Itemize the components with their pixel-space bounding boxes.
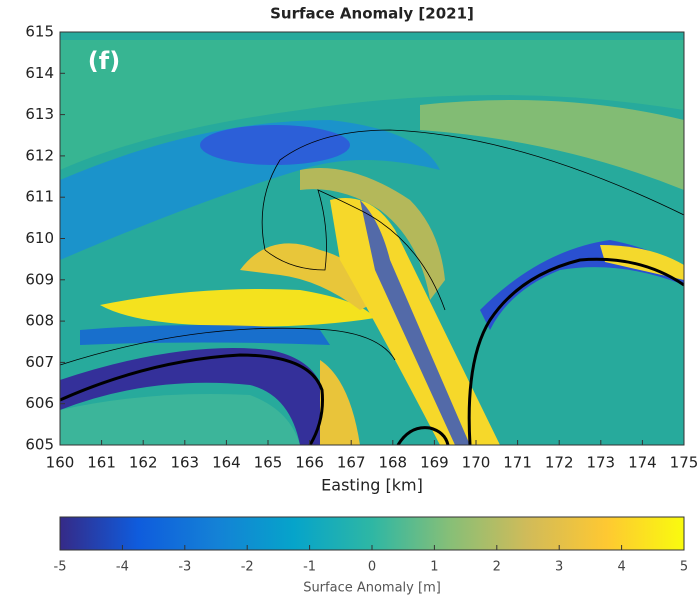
panel-label: (f) (88, 47, 120, 75)
contour (261, 129, 684, 251)
field-shape (80, 325, 330, 345)
x-tick-label: 161 (87, 454, 116, 472)
x-tick-label: 160 (46, 454, 75, 472)
x-tick-label: 167 (337, 454, 366, 472)
y-tick-label: 606 (25, 394, 54, 412)
field-shape (240, 243, 380, 310)
chart-title: Surface Anomaly [2021] (270, 5, 474, 23)
x-tick-label: 171 (503, 454, 532, 472)
colorbar-tick-label: -2 (241, 560, 254, 575)
y-tick-label: 609 (25, 270, 54, 288)
field-shape (60, 348, 325, 445)
y-tick-label: 611 (25, 188, 54, 206)
colorbar-tick-label: 3 (555, 560, 563, 575)
field-shape (60, 40, 684, 170)
field-shape (100, 289, 375, 327)
field-shape (300, 168, 445, 300)
x-tick-label: 170 (462, 454, 491, 472)
x-tick-label: 166 (295, 454, 324, 472)
field-shape (60, 394, 300, 445)
colorbar-tick-label: 4 (617, 560, 625, 575)
colorbar-tick-label: -3 (178, 560, 191, 575)
x-tick-label: 172 (545, 454, 574, 472)
y-tick-label: 615 (25, 23, 54, 41)
y-tick-label: 607 (25, 353, 54, 371)
y-tick-label: 605 (25, 436, 54, 454)
colorbar-tick-label: 2 (493, 560, 501, 575)
contour (60, 327, 396, 366)
colorbar (59, 516, 685, 551)
field-shape (320, 360, 360, 445)
field-shape (200, 125, 350, 165)
colorbar-tick-label: -4 (116, 560, 129, 575)
y-tick-label: 613 (25, 105, 54, 123)
field (60, 32, 684, 445)
x-tick-label: 162 (129, 454, 158, 472)
y-tick-label: 614 (25, 64, 54, 82)
field-shape (60, 120, 440, 260)
x-tick-label: 164 (212, 454, 241, 472)
contour (264, 189, 446, 311)
colorbar-tick-label: 1 (430, 560, 438, 575)
x-tick-label: 175 (670, 454, 697, 472)
colorbar-tick-label: 5 (680, 560, 688, 575)
x-tick-label: 165 (254, 454, 283, 472)
x-tick-label: 163 (170, 454, 199, 472)
y-tick-label: 610 (25, 229, 54, 247)
coastline (396, 426, 450, 445)
x-tick-label: 169 (420, 454, 449, 472)
field-shape (600, 245, 684, 280)
x-tick-label: 174 (628, 454, 657, 472)
colorbar-tick-label: -5 (54, 560, 67, 575)
coastline (467, 257, 684, 445)
field-shape (360, 200, 470, 445)
coastline (60, 353, 324, 445)
colorbar-label: Surface Anomaly [m] (303, 581, 441, 596)
colorbar-tick-label: -1 (303, 560, 316, 575)
x-tick-label: 168 (378, 454, 407, 472)
y-tick-label: 608 (25, 312, 54, 330)
y-tick-label: 612 (25, 146, 54, 164)
colorbar-tick-label: 0 (368, 560, 376, 575)
x-tick-label: 173 (586, 454, 615, 472)
x-axis-label: Easting [km] (321, 476, 423, 495)
field-shape (420, 100, 684, 190)
